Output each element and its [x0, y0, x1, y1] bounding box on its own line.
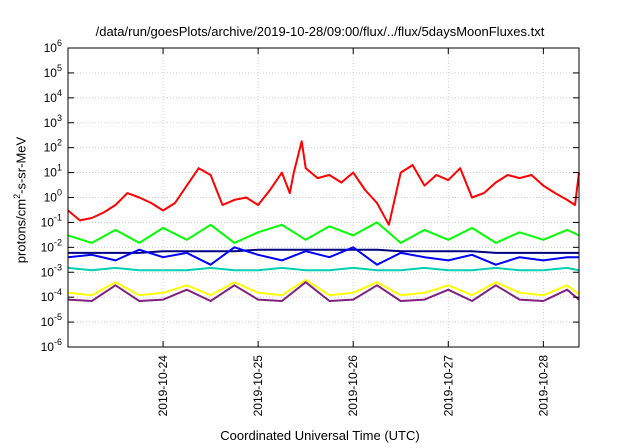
- series-line-6: [67, 281, 580, 302]
- series-line-0: [67, 140, 580, 226]
- y-axis-label: protons/cm2-s-sr-MeV: [12, 120, 32, 280]
- grid-lines: [68, 48, 579, 347]
- series-line-2: [67, 246, 579, 266]
- x-tick-label: 2019-10-27: [441, 355, 455, 417]
- y-tick-label: 10-6: [41, 337, 62, 354]
- series-lines: [67, 140, 580, 302]
- y-tick-label: 10-2: [41, 237, 62, 254]
- y-tick-label: 106: [44, 38, 62, 55]
- y-tick-label: 10-3: [41, 262, 62, 279]
- x-tick-label: 2019-10-24: [156, 355, 170, 417]
- axis-ticks: 10-6 10-5 10-4 10-3 10-2 10-1 100 101 102 103 104 1…: [41, 38, 579, 416]
- y-axis-label-sup: 2: [12, 193, 22, 199]
- series-line-3: [67, 266, 580, 272]
- y-axis-label-post: -s-sr-MeV: [13, 136, 29, 194]
- series-line-5: [67, 278, 580, 297]
- y-axis-label-pre: protons/cm: [13, 198, 29, 264]
- y-tick-label: 104: [44, 88, 62, 105]
- y-tick-label: 100: [44, 188, 62, 205]
- series-line-4: [68, 248, 579, 254]
- y-tick-label: 10-5: [41, 312, 62, 329]
- y-tick-label: 10-1: [41, 212, 62, 229]
- chart-title: /data/run/goesPlots/archive/2019-10-28/0…: [95, 24, 545, 39]
- x-tick-label: 2019-10-28: [536, 355, 550, 417]
- y-tick-label: 101: [44, 163, 62, 180]
- x-tick-label: 2019-10-26: [346, 355, 360, 417]
- series-line-1: [67, 221, 580, 244]
- x-tick-label: 2019-10-25: [251, 355, 265, 417]
- y-tick-label: 10-4: [41, 287, 62, 304]
- y-tick-label: 102: [44, 138, 62, 155]
- y-tick-label: 103: [44, 113, 62, 130]
- y-tick-label: 105: [44, 63, 62, 80]
- x-axis-label: Coordinated Universal Time (UTC): [220, 428, 420, 443]
